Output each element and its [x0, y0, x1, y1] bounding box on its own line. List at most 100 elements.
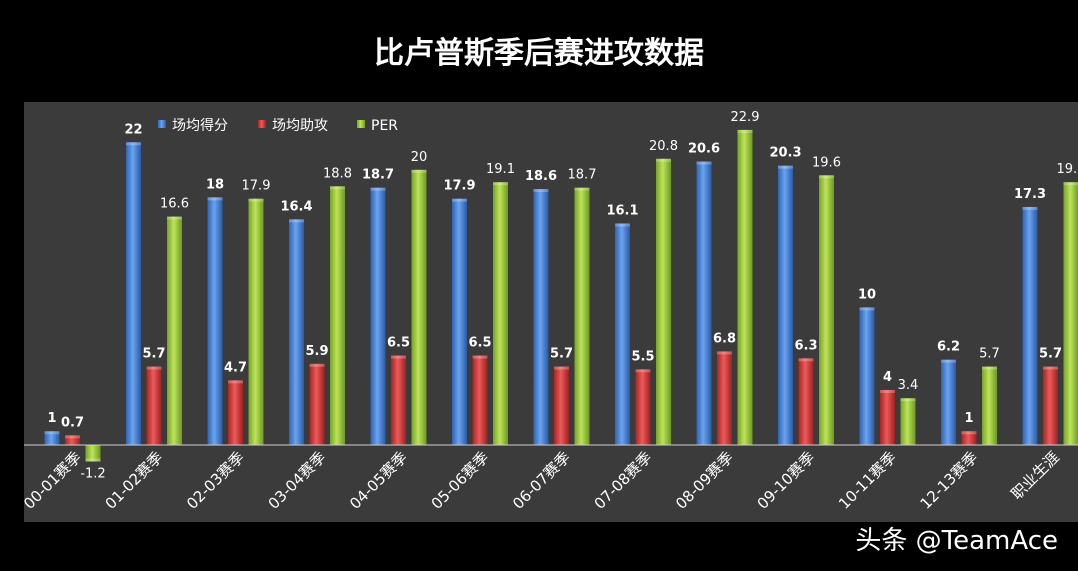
value-label-1-11: 1: [964, 411, 973, 426]
bar-cap-1-12: [1043, 366, 1058, 370]
value-label-2-12: 19.1: [1057, 162, 1078, 177]
bar-0-10: [859, 307, 875, 445]
bar-cap-2-0: [85, 458, 101, 462]
legend-label-2: PER: [371, 118, 398, 134]
bar-cap-2-6: [574, 187, 590, 191]
bar-cap-1-1: [146, 366, 162, 370]
legend-swatch-1: [258, 120, 266, 128]
bar-cap-0-7: [615, 223, 630, 227]
bar-cap-1-4: [391, 355, 406, 359]
value-label-0-4: 18.7: [362, 168, 394, 183]
value-label-2-10: 3.4: [898, 378, 919, 393]
bar-cap-1-10: [880, 389, 895, 393]
bar-2-0: [85, 445, 101, 462]
value-label-2-11: 5.7: [979, 347, 1000, 362]
value-label-1-2: 4.7: [224, 360, 247, 375]
bar-2-8: [737, 129, 753, 445]
bar-cap-1-5: [472, 355, 488, 359]
bar-0-9: [778, 165, 793, 445]
bar-cap-0-10: [859, 307, 875, 311]
value-label-1-3: 5.9: [305, 344, 328, 359]
bar-cap-1-7: [635, 369, 651, 373]
chart-title: 比卢普斯季后赛进攻数据: [374, 36, 704, 71]
value-label-2-8: 22.9: [731, 110, 760, 125]
value-label-0-11: 6.2: [937, 340, 960, 355]
bar-1-1: [146, 366, 162, 445]
bar-cap-2-11: [982, 366, 997, 370]
bar-cap-0-4: [370, 187, 386, 191]
bar-cap-1-9: [798, 358, 814, 362]
value-label-2-2: 17.9: [242, 179, 271, 194]
value-label-0-9: 20.3: [769, 146, 801, 161]
value-label-1-5: 6.5: [468, 336, 491, 351]
bar-0-11: [941, 359, 956, 445]
bar-1-5: [472, 355, 488, 445]
bar-1-9: [798, 358, 814, 445]
bar-cap-0-11: [941, 359, 956, 363]
bar-2-2: [248, 198, 264, 445]
bar-1-8: [717, 351, 732, 445]
value-label-0-10: 10: [858, 287, 876, 302]
bar-cap-2-9: [819, 175, 834, 179]
value-label-2-4: 20: [411, 150, 428, 165]
legend-label-0: 场均得分: [172, 117, 228, 134]
bar-2-10: [900, 398, 916, 445]
bar-0-6: [533, 189, 549, 445]
bar-cap-1-2: [228, 380, 243, 384]
bar-cap-0-12: [1022, 206, 1038, 210]
bar-cap-1-11: [961, 431, 977, 435]
bar-0-3: [289, 219, 304, 445]
bar-cap-0-6: [533, 189, 549, 193]
value-label-0-1: 22: [124, 122, 142, 137]
bars-group: [44, 129, 1078, 462]
value-label-0-7: 16.1: [606, 203, 638, 218]
legend-label-1: 场均助攻: [272, 118, 328, 134]
bar-0-2: [207, 197, 223, 445]
bar-cap-1-3: [309, 363, 325, 367]
bar-cap-2-10: [900, 398, 916, 402]
bar-cap-1-6: [554, 366, 569, 370]
value-label-1-12: 5.7: [1039, 347, 1062, 362]
value-label-0-8: 20.6: [688, 142, 720, 157]
bar-cap-2-12: [1063, 182, 1078, 186]
bar-2-9: [819, 175, 834, 445]
value-label-1-7: 5.5: [631, 349, 654, 364]
bar-0-8: [696, 161, 712, 445]
bar-cap-2-1: [167, 216, 182, 220]
bar-2-4: [411, 169, 427, 446]
bar-1-7: [635, 369, 651, 445]
value-label-2-9: 19.6: [812, 155, 841, 170]
bar-cap-0-2: [207, 197, 223, 201]
bar-2-1: [167, 216, 182, 445]
value-label-0-6: 18.6: [525, 169, 557, 184]
bar-2-11: [982, 366, 997, 445]
bar-cap-1-0: [65, 435, 80, 439]
bar-0-0: [44, 431, 60, 445]
bar-cap-2-8: [737, 129, 753, 133]
bar-cap-1-8: [717, 351, 732, 355]
value-label-2-1: 16.6: [160, 197, 189, 212]
bar-1-6: [554, 366, 569, 445]
bar-2-12: [1063, 182, 1078, 445]
value-label-2-3: 18.8: [323, 166, 352, 181]
value-labels-group: 1 0.7 -1.2 22 5.7 16.6 18 4.7 17.9 16.4 5.9 18.8 18.…: [47, 110, 1078, 482]
bar-cap-2-4: [411, 169, 427, 173]
value-label-0-0: 1: [47, 411, 56, 426]
value-label-1-0: 0.7: [61, 415, 84, 430]
value-label-0-12: 17.3: [1014, 187, 1046, 202]
value-label-1-8: 6.8: [713, 331, 736, 346]
bar-1-4: [391, 355, 406, 445]
bar-1-3: [309, 363, 325, 445]
value-label-2-6: 18.7: [568, 168, 597, 183]
bar-cap-0-5: [452, 198, 467, 202]
legend-swatch-0: [158, 120, 166, 128]
bar-1-11: [961, 431, 977, 445]
bar-2-6: [574, 187, 590, 446]
value-label-1-1: 5.7: [142, 347, 165, 362]
plot-area: [24, 102, 1078, 522]
bar-2-7: [656, 158, 671, 446]
bar-cap-2-5: [493, 182, 508, 186]
value-label-1-4: 6.5: [387, 336, 410, 351]
value-label-0-2: 18: [206, 177, 224, 192]
